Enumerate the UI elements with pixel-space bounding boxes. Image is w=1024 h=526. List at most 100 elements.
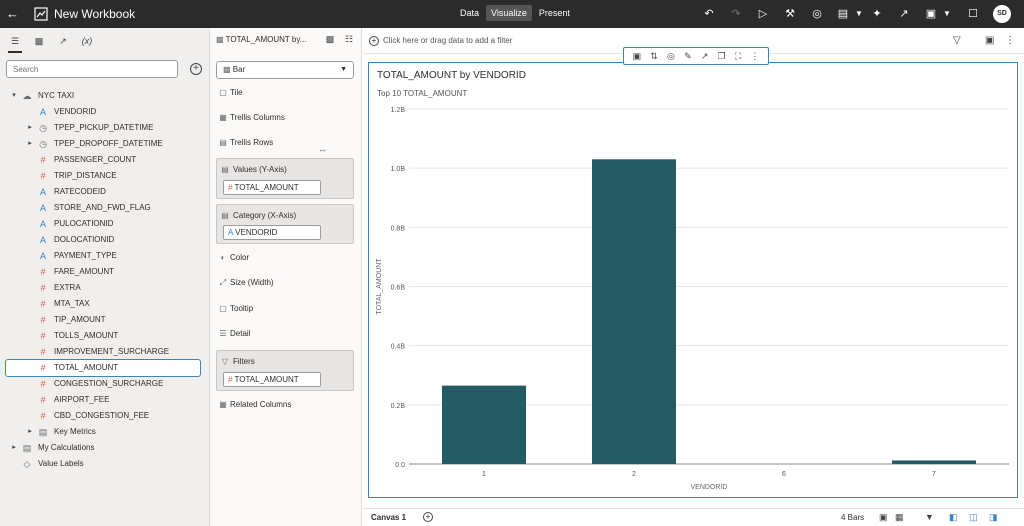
layout-icon[interactable]: ▣	[879, 512, 888, 522]
drop-target-size[interactable]: ⤢ Size (Width)	[216, 275, 356, 291]
mode-present-tab[interactable]: Present	[538, 8, 570, 18]
export-icon[interactable]: ↗	[899, 8, 909, 20]
resize-handle-icon[interactable]: ↔	[318, 144, 327, 154]
tree-item[interactable]: A VENDORID	[0, 104, 210, 120]
undo-icon[interactable]: ↶	[704, 8, 714, 20]
viz-menu-icon[interactable]: ⋮	[750, 50, 760, 61]
drop-target-related-columns[interactable]: ▦ Related Columns	[216, 397, 356, 413]
tree-item[interactable]: ▸ ◷ TPEP_PICKUP_DATETIME	[0, 120, 210, 136]
explain-icon[interactable]: ◎	[667, 50, 675, 61]
chevron-down-icon[interactable]: ▼	[855, 9, 863, 18]
drop-target-detail[interactable]: ☰ Detail	[216, 326, 356, 342]
caret-right-icon[interactable]: ▸	[28, 140, 32, 147]
tree-item[interactable]: A PAYMENT_TYPE	[0, 248, 210, 264]
bar[interactable]	[592, 159, 676, 464]
data-tab-icon[interactable]: ☰	[8, 34, 22, 53]
search-input[interactable]	[6, 60, 178, 78]
tree-item[interactable]: # PASSENGER_COUNT	[0, 152, 210, 168]
edit-icon[interactable]: ✎	[684, 50, 692, 61]
bar-chart-visualization[interactable]: TOTAL_AMOUNT by VENDORID Top 10 TOTAL_AM…	[368, 62, 1018, 498]
drop-target-category[interactable]: ▤ Category (X-Axis) A VENDORID	[216, 204, 354, 244]
analytics-tab-icon[interactable]: ↗	[59, 36, 67, 46]
hide-left-panel-icon[interactable]: ◧	[949, 512, 958, 522]
caret-right-icon[interactable]: ▸	[28, 124, 32, 131]
drop-target-tooltip[interactable]: ▢ Tooltip	[216, 301, 356, 317]
tree-item[interactable]: ▸ ◷ TPEP_DROPOFF_DATETIME	[0, 136, 210, 152]
measure-icon: #	[40, 299, 46, 309]
sort-icon[interactable]: ⇅	[650, 50, 658, 61]
tree-item[interactable]: # IMPROVEMENT_SURCHARGE	[0, 344, 210, 360]
caret-right-icon[interactable]: ▸	[12, 444, 16, 451]
tree-item[interactable]: # EXTRA	[0, 280, 210, 296]
mode-data-tab[interactable]: Data	[460, 8, 480, 18]
tools-icon[interactable]: ⚒	[785, 8, 795, 20]
filter-placeholder[interactable]: Click here or drag data to add a filter	[383, 36, 513, 45]
drop-target-trellis-rows[interactable]: ▤ Trellis Rows	[216, 135, 356, 151]
tree-item[interactable]: # FARE_AMOUNT	[0, 264, 210, 280]
tree-item[interactable]: A PULOCATIONID	[0, 216, 210, 232]
comment-icon[interactable]: ▤	[837, 8, 849, 20]
maximize-icon[interactable]: ⛶	[734, 50, 742, 61]
duplicate-icon[interactable]: ❐	[717, 50, 726, 61]
tree-item[interactable]: ◇ Value Labels	[0, 456, 210, 472]
save-menu-chevron-icon[interactable]: ▼	[943, 9, 951, 18]
more-options-icon[interactable]: ⋮	[1005, 35, 1015, 46]
arrow-left-icon[interactable]: ←	[6, 6, 19, 21]
tree-item[interactable]: # TIP_AMOUNT	[0, 312, 210, 328]
user-avatar[interactable]: SD	[993, 5, 1011, 23]
canvas-tab[interactable]: Canvas 1	[371, 513, 407, 522]
present-icon[interactable]: ▼	[925, 512, 934, 522]
tree-item[interactable]: # CBD_CONGESTION_FEE	[0, 408, 210, 424]
values-pill[interactable]: # TOTAL_AMOUNT	[223, 180, 321, 195]
mode-visualize-tab[interactable]: Visualize	[486, 5, 532, 21]
grid-icon[interactable]: ▦	[895, 512, 904, 522]
add-canvas-icon[interactable]: +	[423, 512, 433, 522]
workbook-title[interactable]: New Workbook	[54, 7, 136, 21]
canvas-area: + Click here or drag data to add a filte…	[363, 28, 1024, 526]
tree-item[interactable]: # MTA_TAX	[0, 296, 210, 312]
add-filter-icon[interactable]: +	[369, 36, 379, 46]
filter-pill[interactable]: # TOTAL_AMOUNT	[223, 372, 321, 387]
drop-target-filters[interactable]: ▽ Filters # TOTAL_AMOUNT	[216, 350, 354, 391]
canvas-settings-icon[interactable]: ▣	[985, 35, 995, 46]
add-data-icon[interactable]: +	[190, 63, 202, 75]
data-actions-icon[interactable]: ▣	[632, 50, 642, 61]
tree-item[interactable]: A RATECODEID	[0, 184, 210, 200]
drop-target-trellis-columns[interactable]: ▦ Trellis Columns	[216, 110, 356, 126]
tree-item[interactable]: ▸ ▤ My Calculations	[0, 440, 210, 456]
tree-item[interactable]: ▸ ▤ Key Metrics	[0, 424, 210, 440]
hide-right-panel-icon[interactable]: ◨	[989, 512, 998, 522]
tree-item[interactable]: A DOLOCATIONID	[0, 232, 210, 248]
caret-right-icon[interactable]: ▸	[28, 428, 32, 435]
viz-name[interactable]: ▩ TOTAL_AMOUNT by...	[216, 35, 306, 44]
hide-grammar-panel-icon[interactable]: ◫	[969, 512, 978, 522]
tree-item[interactable]: A STORE_AND_FWD_FLAG	[0, 200, 210, 216]
visualizations-tab-icon[interactable]: ▩	[34, 36, 44, 46]
tree-item[interactable]: # TOLLS_AMOUNT	[0, 328, 210, 344]
bookmark-icon[interactable]: ☐	[968, 8, 978, 20]
bar[interactable]	[892, 460, 976, 464]
category-pill[interactable]: A VENDORID	[223, 225, 321, 240]
save-icon[interactable]: ▣	[925, 8, 937, 20]
grammar-tab-icon[interactable]: ▩	[325, 34, 335, 44]
tree-item[interactable]: # TOTAL_AMOUNT	[0, 359, 210, 377]
redo-icon[interactable]: ↷	[731, 8, 741, 20]
functions-tab-icon[interactable]: (x)	[81, 36, 93, 46]
tree-item[interactable]: ▾ ☁ NYC TAXI	[0, 88, 210, 104]
tree-item[interactable]: # TRIP_DISTANCE	[0, 168, 210, 184]
filter-options-icon[interactable]: ▽	[953, 35, 961, 46]
drop-target-color[interactable]: ◐ Color	[216, 250, 356, 266]
tree-item[interactable]: # CONGESTION_SURCHARGE	[0, 376, 210, 392]
caret-down-icon[interactable]: ▾	[12, 92, 16, 99]
open-icon[interactable]: ↗	[700, 50, 709, 61]
auto-insights-icon[interactable]: ✦	[872, 8, 882, 20]
drop-target-tile[interactable]: ▢ Tile	[216, 85, 356, 101]
tree-item[interactable]: # AIRPORT_FEE	[0, 392, 210, 408]
attribute-icon: A	[39, 107, 46, 117]
drop-target-values[interactable]: ▤ Values (Y-Axis) # TOTAL_AMOUNT	[216, 158, 354, 199]
refresh-icon[interactable]: ◎	[812, 8, 822, 20]
play-icon[interactable]: ▷	[758, 8, 768, 20]
properties-tab-icon[interactable]: ☷	[344, 34, 354, 44]
bar[interactable]	[442, 385, 526, 464]
chart-type-select[interactable]: ▩ Bar ▼	[216, 61, 354, 79]
